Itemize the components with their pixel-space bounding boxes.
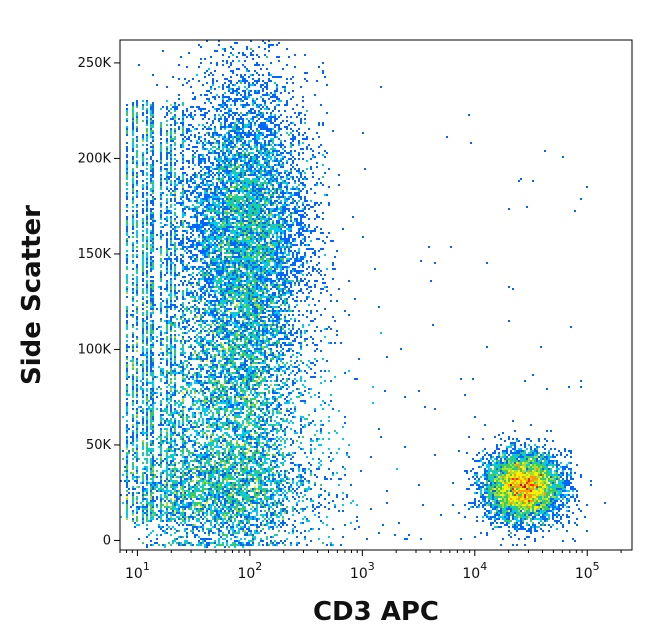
- y-tick-label: 250K: [78, 56, 112, 71]
- event-density-layer: [120, 40, 606, 548]
- x-tick-label: 101: [125, 560, 150, 582]
- y-tick-label: 0: [103, 533, 111, 548]
- y-tick-label: 50K: [86, 438, 112, 453]
- x-tick-label: 102: [237, 560, 262, 582]
- y-axis-title: Side Scatter: [17, 205, 47, 385]
- y-tick-label: 100K: [78, 342, 112, 357]
- x-tick-label: 105: [575, 560, 600, 582]
- y-axis: 0 50K 100K 150K 200K 250K: [78, 56, 120, 548]
- x-axis-title: CD3 APC: [313, 597, 439, 627]
- y-tick-label: 150K: [78, 247, 112, 262]
- plot-frame: [119, 39, 633, 551]
- x-tick-label: 104: [462, 560, 487, 582]
- y-tick-label: 200K: [78, 151, 112, 166]
- x-axis: 101 102 103 104 105: [119, 550, 622, 582]
- x-tick-label: 103: [350, 560, 375, 582]
